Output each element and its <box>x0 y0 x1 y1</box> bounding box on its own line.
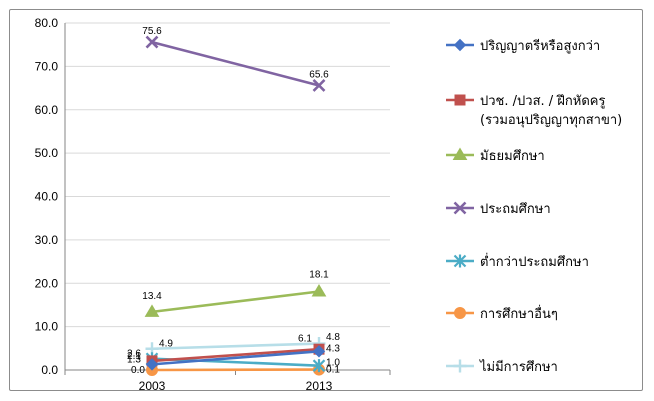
legend-label-2: มัธยมศึกษา <box>480 149 545 164</box>
data-point-0-1 <box>312 345 326 358</box>
y-tick-label-60.0: 60.0 <box>35 103 59 117</box>
data-label-2-0: 13.4 <box>142 291 162 302</box>
y-tick-label-80.0: 80.0 <box>35 16 59 30</box>
legend-marker-1 <box>454 94 466 106</box>
y-tick-label-40.0: 40.0 <box>35 190 59 204</box>
y-tick-label-70.0: 70.0 <box>35 59 59 73</box>
legend-marker-2 <box>452 147 468 160</box>
data-point-3-0 <box>145 35 159 49</box>
legend-item-4: ต่ำกว่าประถมศึกษา <box>446 253 589 270</box>
data-point-2-1 <box>311 284 327 297</box>
y-tick-label-20.0: 20.0 <box>35 276 59 290</box>
y-tick-label-0.0: 0.0 <box>41 363 58 377</box>
legend-marker-6 <box>453 359 467 373</box>
legend-label-0: ปริญญาตรีหรือสูงกว่า <box>480 38 600 54</box>
series-6 <box>145 337 326 356</box>
series-line-2 <box>151 290 320 314</box>
data-label-4-0: 2.6 <box>127 349 141 360</box>
x-tick-label-2003: 2003 <box>139 379 166 393</box>
legend-item-6: ไม่มีการศึกษา <box>446 359 558 375</box>
legend-item-5: การศึกษาอื่นๆ <box>446 305 558 322</box>
data-labels: 1.3 4.3 2.1 4.8 13.4 18.1 75.6 65.6 2.6 1.0 0.0 0.1… <box>127 26 340 376</box>
chart-frame <box>9 9 643 391</box>
y-tick-label-30.0: 30.0 <box>35 233 59 247</box>
legend-marker-0 <box>453 38 467 52</box>
series-lines <box>144 35 327 376</box>
data-label-2-1: 18.1 <box>309 269 329 280</box>
legend-label-5: การศึกษาอื่นๆ <box>480 305 558 322</box>
series-2 <box>144 284 327 317</box>
data-label-1-0: 2.1 <box>127 351 141 362</box>
series-0 <box>145 345 326 371</box>
gridlines <box>65 22 390 328</box>
data-label-5-1: 0.1 <box>326 365 340 376</box>
legend-item-2: มัธยมศึกษา <box>446 147 545 164</box>
legend-label-4: ต่ำกว่าประถมศึกษา <box>480 253 589 270</box>
x-tick-label-2013: 2013 <box>306 379 333 393</box>
legend-marker-4 <box>453 254 467 268</box>
series-line-0 <box>151 350 320 366</box>
data-point-4-1 <box>312 359 326 373</box>
legend-label-6: ไม่มีการศึกษา <box>479 359 558 375</box>
data-label-1-1: 4.8 <box>326 332 340 343</box>
data-point-2-0 <box>144 304 160 317</box>
data-label-3-1: 65.6 <box>309 69 329 80</box>
legend-marker-3 <box>453 201 467 215</box>
series-line-1 <box>151 347 320 363</box>
legend-label-3: ประถมศึกษา <box>480 202 551 217</box>
data-label-0-0: 1.3 <box>127 354 141 365</box>
legend-item-3: ประถมศึกษา <box>446 201 551 217</box>
data-point-0-0 <box>145 358 159 371</box>
legend-marker-5 <box>454 307 466 319</box>
data-label-0-1: 4.3 <box>326 343 340 354</box>
legend-item-1: ปวช. /ปวส. / ฝึกหัดครู(รวมอนุปริญญาทุกสา… <box>446 94 622 128</box>
legend-label-1: ปวช. /ปวส. / ฝึกหัดครู(รวมอนุปริญญาทุกสา… <box>480 94 622 128</box>
series-line-6 <box>151 342 320 351</box>
legend-item-0: ปริญญาตรีหรือสูงกว่า <box>446 38 600 54</box>
data-label-4-1: 1.0 <box>326 358 340 369</box>
data-label-3-0: 75.6 <box>142 26 162 37</box>
series-line-3 <box>151 40 320 87</box>
y-tick-label-10.0: 10.0 <box>35 320 59 334</box>
data-label-5-0: 0.0 <box>131 365 145 376</box>
data-label-6-0: 4.9 <box>159 339 173 350</box>
series-3 <box>145 35 326 92</box>
y-tick-label-50.0: 50.0 <box>35 146 59 160</box>
data-point-3-1 <box>312 79 326 92</box>
data-label-6-1: 6.1 <box>298 334 312 345</box>
